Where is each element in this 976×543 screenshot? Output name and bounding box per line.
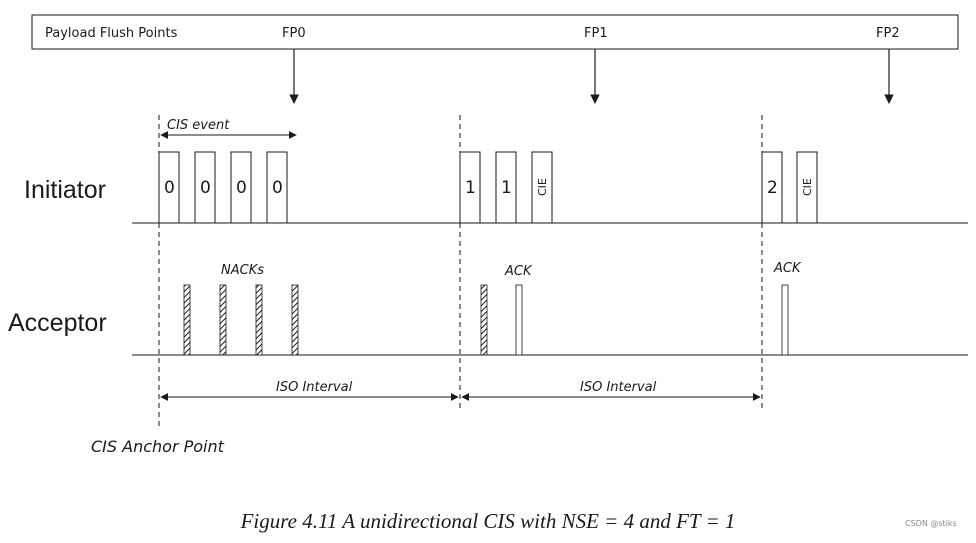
initiator-row-label: Initiator xyxy=(24,176,106,204)
nack-packet xyxy=(255,284,263,356)
iso-interval-label-2: ISO Interval xyxy=(580,380,657,395)
packet-label: 1 xyxy=(501,178,512,198)
initiator-packet: 1 xyxy=(459,151,481,224)
packet-label: 0 xyxy=(164,178,175,198)
packet-label: 0 xyxy=(236,178,247,198)
initiator-packet: 2 xyxy=(761,151,783,224)
nack-packet xyxy=(183,284,191,356)
packet-label: 0 xyxy=(272,178,283,198)
initiator-packet: 0 xyxy=(194,151,216,224)
nacks-label: NACKs xyxy=(221,263,264,278)
figure-caption: Figure 4.11 A unidirectional CIS with NS… xyxy=(240,509,736,533)
initiator-packet: 0 xyxy=(230,151,252,224)
initiator-packet: 1 xyxy=(495,151,517,224)
flush-point-label-fp2: FP2 xyxy=(876,26,900,41)
initiator-packet: 0 xyxy=(158,151,180,224)
acceptor-row-label: Acceptor xyxy=(8,309,107,337)
ack-packet xyxy=(781,284,789,356)
ack-label-event1: ACK xyxy=(504,264,533,279)
packet-label-cie: CIE xyxy=(801,178,814,196)
nack-packet xyxy=(219,284,227,356)
flush-point-label-fp0: FP0 xyxy=(282,26,306,41)
cis-anchor-point-label: CIS Anchor Point xyxy=(91,437,225,456)
packet-label: 0 xyxy=(200,178,211,198)
initiator-packet: 0 xyxy=(266,151,288,224)
cis-event-label: CIS event xyxy=(167,118,230,133)
packet-label-cie: CIE xyxy=(536,178,549,196)
iso-interval-label-1: ISO Interval xyxy=(276,380,353,395)
nack-packet xyxy=(291,284,299,356)
nack-packet xyxy=(480,284,488,356)
ack-packet xyxy=(515,284,523,356)
packet-label: 2 xyxy=(767,178,778,198)
flush-points-header-box xyxy=(31,14,959,50)
watermark: CSDN @stiks xyxy=(905,519,957,528)
ack-label-event2: ACK xyxy=(773,261,802,276)
flush-point-label-fp1: FP1 xyxy=(584,26,608,41)
flush-points-title: Payload Flush Points xyxy=(45,26,178,41)
initiator-packet: CIE xyxy=(531,151,553,224)
packet-label: 1 xyxy=(465,178,476,198)
initiator-packet: CIE xyxy=(796,151,818,224)
